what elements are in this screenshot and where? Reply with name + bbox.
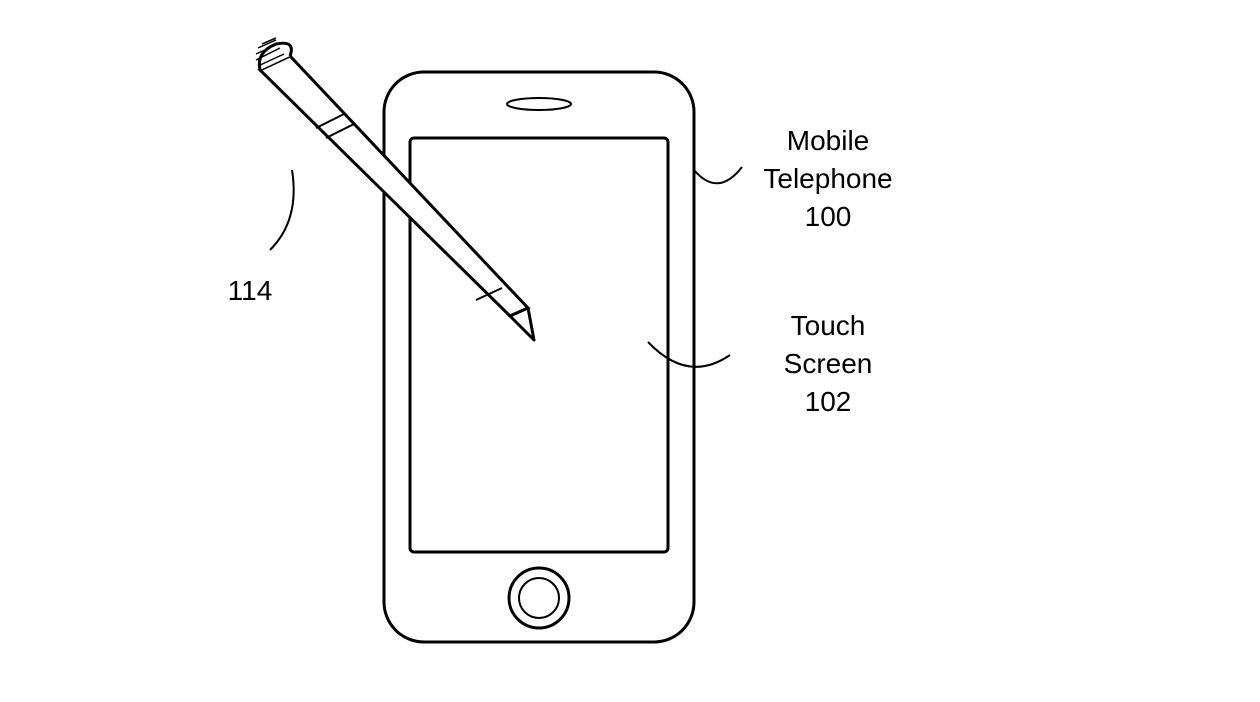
diagram-background [0,0,1260,702]
label-screen-ref: 102 [805,386,852,417]
label-screen-line2: Screen [784,348,873,379]
label-phone-ref: 100 [805,201,852,232]
label-phone-line2: Telephone [763,163,892,194]
label-stylus-ref: 114 [228,275,273,306]
label-phone-line1: Mobile [787,125,869,156]
label-screen-line1: Touch [791,310,866,341]
